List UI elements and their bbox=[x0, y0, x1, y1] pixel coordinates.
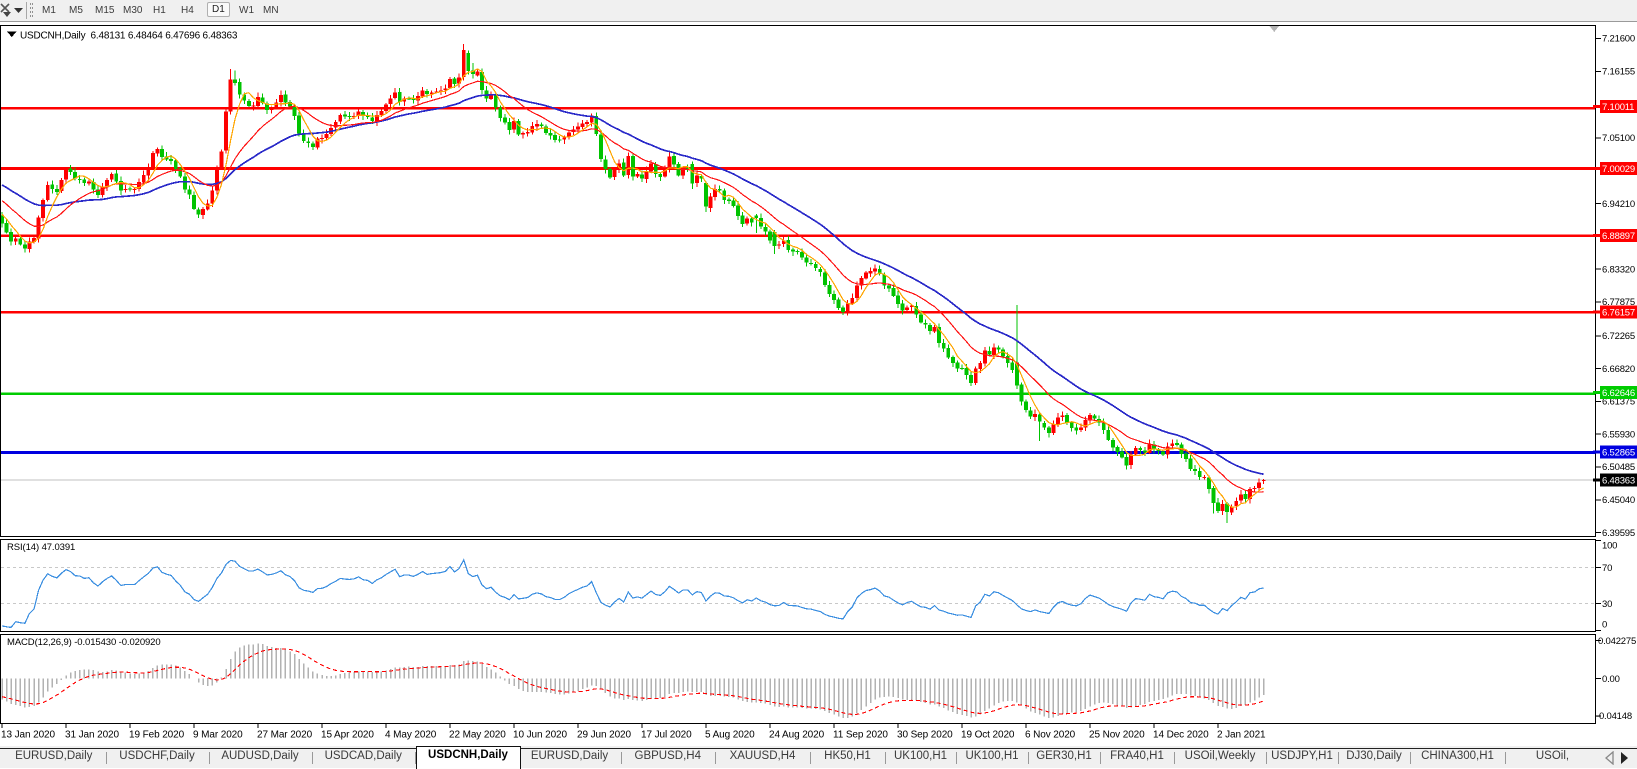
svg-text:6.83320: 6.83320 bbox=[1602, 264, 1635, 275]
svg-text:6.61375: 6.61375 bbox=[1602, 397, 1635, 408]
svg-text:7.16155: 7.16155 bbox=[1602, 67, 1635, 78]
svg-text:100: 100 bbox=[1602, 541, 1617, 552]
svg-text:11 Sep 2020: 11 Sep 2020 bbox=[833, 730, 888, 741]
svg-text:7.00029: 7.00029 bbox=[1602, 164, 1635, 175]
svg-text:0.00: 0.00 bbox=[1602, 674, 1620, 685]
svg-text:6.88897: 6.88897 bbox=[1602, 231, 1635, 242]
svg-text:6.39595: 6.39595 bbox=[1602, 528, 1635, 539]
svg-text:6.72265: 6.72265 bbox=[1602, 331, 1635, 342]
svg-text:6.45040: 6.45040 bbox=[1602, 495, 1635, 506]
svg-text:24 Aug 2020: 24 Aug 2020 bbox=[769, 730, 825, 741]
svg-text:7.21600: 7.21600 bbox=[1602, 34, 1635, 45]
svg-text:70: 70 bbox=[1602, 563, 1612, 574]
svg-text:USDCNH,Daily 6.48131 6.48464: USDCNH,Daily 6.48131 6.48464 6.47696 6.4… bbox=[20, 31, 238, 42]
svg-text:6 Nov 2020: 6 Nov 2020 bbox=[1025, 730, 1076, 741]
svg-text:6.55930: 6.55930 bbox=[1602, 429, 1635, 440]
svg-text:6.62646: 6.62646 bbox=[1602, 388, 1635, 399]
svg-text:4 May 2020: 4 May 2020 bbox=[385, 730, 437, 741]
svg-text:15 Apr 2020: 15 Apr 2020 bbox=[321, 730, 374, 741]
svg-text:6.94210: 6.94210 bbox=[1602, 199, 1635, 210]
svg-text:27 Mar 2020: 27 Mar 2020 bbox=[257, 730, 313, 741]
svg-text:6.52865: 6.52865 bbox=[1602, 448, 1635, 459]
svg-text:0.042275: 0.042275 bbox=[1598, 636, 1636, 647]
svg-text:6.76157: 6.76157 bbox=[1602, 308, 1635, 319]
svg-text:6.48363: 6.48363 bbox=[1602, 475, 1635, 486]
svg-text:31 Jan 2020: 31 Jan 2020 bbox=[65, 730, 119, 741]
svg-text:7.05100: 7.05100 bbox=[1602, 133, 1635, 144]
svg-text:6.66820: 6.66820 bbox=[1602, 364, 1635, 375]
svg-text:9 Mar 2020: 9 Mar 2020 bbox=[193, 730, 243, 741]
svg-text:25 Nov 2020: 25 Nov 2020 bbox=[1089, 730, 1145, 741]
svg-text:30 Sep 2020: 30 Sep 2020 bbox=[897, 730, 953, 741]
svg-text:5 Aug 2020: 5 Aug 2020 bbox=[705, 730, 755, 741]
svg-text:29 Jun 2020: 29 Jun 2020 bbox=[577, 730, 631, 741]
svg-text:13 Jan 2020: 13 Jan 2020 bbox=[1, 730, 55, 741]
svg-text:30: 30 bbox=[1602, 599, 1612, 610]
svg-text:6.50485: 6.50485 bbox=[1602, 462, 1635, 473]
svg-text:10 Jun 2020: 10 Jun 2020 bbox=[513, 730, 567, 741]
svg-text:RSI(14) 47.0391: RSI(14) 47.0391 bbox=[7, 542, 75, 553]
svg-text:17 Jul 2020: 17 Jul 2020 bbox=[641, 730, 692, 741]
svg-text:-0.04148: -0.04148 bbox=[1596, 711, 1632, 722]
svg-text:14 Dec 2020: 14 Dec 2020 bbox=[1153, 730, 1209, 741]
svg-text:19 Feb 2020: 19 Feb 2020 bbox=[129, 730, 185, 741]
svg-text:22 May 2020: 22 May 2020 bbox=[449, 730, 506, 741]
svg-text:6.77875: 6.77875 bbox=[1602, 297, 1635, 308]
svg-text:7.10011: 7.10011 bbox=[1602, 102, 1634, 113]
svg-text:2 Jan 2021: 2 Jan 2021 bbox=[1217, 730, 1266, 741]
svg-text:0: 0 bbox=[1602, 620, 1607, 631]
svg-text:MACD(12,26,9) -0.015430 -0.020: MACD(12,26,9) -0.015430 -0.020920 bbox=[7, 637, 161, 648]
svg-text:19 Oct 2020: 19 Oct 2020 bbox=[961, 730, 1015, 741]
